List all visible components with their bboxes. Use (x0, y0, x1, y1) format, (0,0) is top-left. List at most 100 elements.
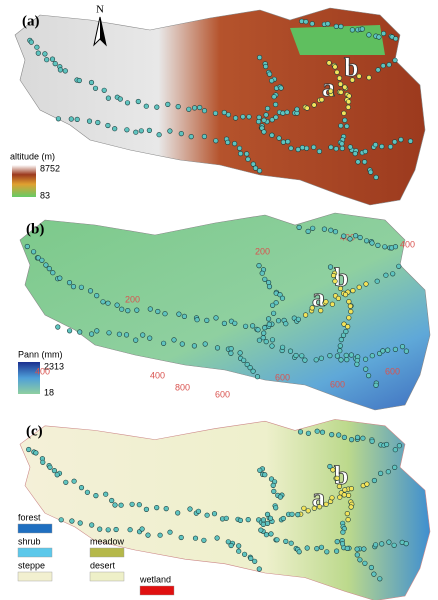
site-dot (309, 21, 315, 27)
site-dot (346, 299, 352, 305)
site-dot (103, 491, 109, 497)
site-dot (46, 266, 52, 272)
site-dot (341, 233, 347, 239)
site-dot (386, 62, 392, 68)
site-dot (201, 133, 207, 140)
site-dot (105, 122, 111, 129)
site-dot (332, 278, 338, 284)
site-dot (295, 511, 301, 518)
site-dot (297, 429, 304, 435)
site-dot (383, 272, 389, 278)
site-dot (242, 551, 248, 557)
legend-label: wetland (139, 574, 171, 584)
site-dot (338, 123, 344, 129)
site-dot (256, 118, 262, 125)
site-dot (346, 315, 352, 321)
site-dot (266, 321, 272, 327)
site-dot (328, 88, 334, 94)
site-dot (304, 145, 310, 151)
site-dot (241, 357, 247, 363)
site-dot (302, 357, 308, 363)
legend-label: forest (18, 512, 41, 522)
site-dot (347, 144, 353, 150)
site-dot (42, 51, 48, 57)
legend-label: shrub (18, 536, 41, 546)
site-dot (277, 494, 284, 500)
site-dot (228, 346, 234, 352)
site-dot (271, 310, 277, 316)
site-dot (303, 19, 309, 25)
site-dot (318, 308, 324, 314)
legend-min: 83 (40, 190, 50, 200)
site-dot (348, 309, 354, 315)
site-dot (87, 288, 94, 294)
site-dot (335, 295, 342, 302)
site-dot (377, 576, 383, 582)
site-dot (345, 516, 351, 523)
site-dot (336, 483, 343, 490)
site-dot (135, 98, 141, 105)
site-dot (265, 105, 271, 112)
site-dot (369, 438, 375, 444)
site-dot (257, 168, 263, 174)
site-dot (348, 486, 355, 492)
site-dot (380, 348, 386, 354)
site-dot (167, 128, 173, 134)
site-dot (379, 541, 385, 547)
site-dot (352, 151, 358, 157)
site-dot (264, 520, 271, 527)
site-dot (194, 317, 200, 323)
site-dot (261, 330, 267, 336)
site-dot (165, 101, 171, 107)
site-dot (392, 57, 398, 63)
site-dot (70, 284, 77, 290)
site-dot (385, 347, 391, 353)
site-dot (344, 545, 350, 552)
site-dot (136, 502, 142, 508)
site-dot (117, 96, 123, 102)
site-dot (214, 535, 220, 541)
site-dot (354, 434, 361, 441)
site-dot (127, 527, 133, 533)
contour-label: 600 (215, 389, 230, 399)
site-dot (314, 545, 320, 552)
site-dot (346, 99, 352, 105)
site-dot (143, 506, 149, 513)
site-dot (347, 236, 353, 242)
site-dot (301, 505, 307, 511)
site-dot (369, 353, 375, 359)
site-dot (43, 262, 49, 268)
site-dot (317, 504, 323, 510)
site-dot (100, 299, 106, 305)
site-dot (346, 492, 352, 499)
site-dot (204, 512, 210, 518)
site-dot (223, 515, 229, 521)
site-dot (296, 224, 302, 230)
site-dot (304, 545, 310, 551)
site-dot (264, 511, 271, 518)
site-dot (271, 488, 277, 495)
basin (290, 25, 385, 55)
site-dot (256, 263, 262, 269)
site-dot (373, 542, 379, 548)
site-dot (188, 134, 194, 140)
site-dot (284, 109, 290, 115)
site-dot (280, 344, 286, 350)
site-dot (273, 300, 279, 306)
site-dot (162, 311, 168, 317)
site-dot (105, 95, 111, 101)
site-dot (201, 108, 208, 114)
site-dot (378, 470, 384, 477)
site-dot (373, 174, 379, 180)
legend-title: altitude (m) (10, 151, 55, 161)
site-dot (57, 67, 64, 73)
site-dot (341, 434, 348, 441)
north-arrow (100, 17, 106, 45)
site-dot (371, 571, 377, 577)
site-dot (270, 482, 276, 489)
site-dot (356, 73, 362, 79)
site-dot (334, 475, 340, 481)
site-dot (326, 60, 332, 66)
site-dot (342, 117, 348, 123)
site-dot (362, 560, 368, 566)
